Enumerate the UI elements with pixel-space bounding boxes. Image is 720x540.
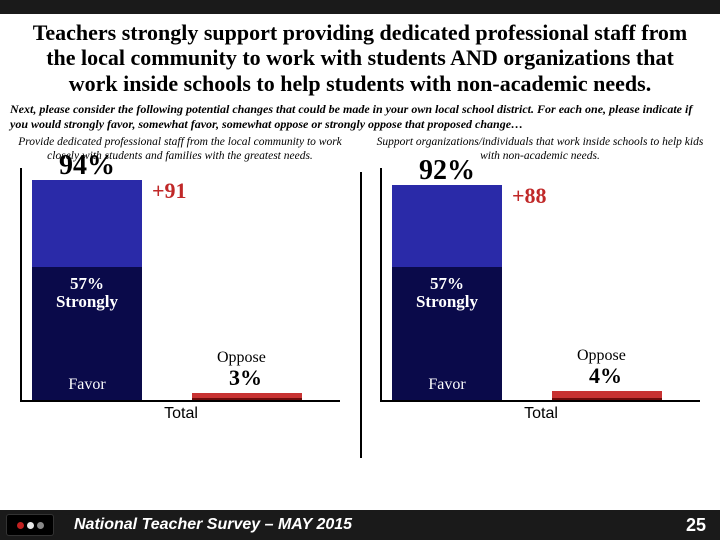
favor-total-label: 94% xyxy=(59,150,115,182)
favor-caption: Favor xyxy=(428,376,465,394)
logo-dot-icon xyxy=(17,522,24,529)
logo-dot-icon xyxy=(37,522,44,529)
category-wrap: Total xyxy=(21,402,341,428)
favor-total-label: 92% xyxy=(419,155,475,187)
footer-title: National Teacher Survey – MAY 2015 xyxy=(74,516,686,534)
oppose-somewhat-bar xyxy=(552,391,662,398)
favor-strong-bar: 57%Strongly Favor xyxy=(392,267,502,400)
logo-dot-icon xyxy=(27,522,34,529)
oppose-bar-group xyxy=(552,391,662,400)
footer: National Teacher Survey – MAY 2015 25 xyxy=(0,510,720,540)
question-text: Next, please consider the following pote… xyxy=(0,100,720,136)
oppose-strong-bar xyxy=(192,398,302,400)
favor-bar-group: 94% 57%Strongly Favor xyxy=(32,180,142,400)
chart-left: Provide dedicated professional staff fro… xyxy=(0,136,360,436)
favor-strong-label: 57%Strongly xyxy=(416,275,478,312)
favor-bar-group: 92% 57%Strongly Favor xyxy=(392,185,502,400)
top-bar xyxy=(0,0,720,14)
favor-strong-bar: 57%Strongly Favor xyxy=(32,267,142,400)
chart-title: Support organizations/individuals that w… xyxy=(360,136,720,168)
favor-somewhat-bar: 94% xyxy=(32,180,142,267)
oppose-strong-bar xyxy=(552,398,662,400)
oppose-bar-group xyxy=(192,393,302,400)
net-label: +88 xyxy=(512,183,547,209)
chart-area-0: 94%57%StronglyFavor+91Oppose3% xyxy=(20,168,340,402)
footer-page: 25 xyxy=(686,515,706,536)
chart-title: Provide dedicated professional staff fro… xyxy=(0,136,360,168)
category-label: Total xyxy=(21,405,341,423)
footer-logo xyxy=(6,514,54,536)
net-label: +91 xyxy=(152,178,187,204)
oppose-total-label: 3% xyxy=(229,365,262,391)
favor-somewhat-bar: 92% xyxy=(392,185,502,267)
chart-right: Support organizations/individuals that w… xyxy=(360,136,720,436)
oppose-total-label: 4% xyxy=(589,363,622,389)
category-label: Total xyxy=(381,405,701,423)
chart-area-1: 92%57%StronglyFavor+88Oppose4% xyxy=(380,168,700,402)
favor-caption: Favor xyxy=(68,376,105,394)
charts-row: Provide dedicated professional staff fro… xyxy=(0,136,720,436)
category-wrap: Total xyxy=(381,402,701,428)
favor-strong-label: 57%Strongly xyxy=(56,275,118,312)
headline: Teachers strongly support providing dedi… xyxy=(0,14,720,100)
